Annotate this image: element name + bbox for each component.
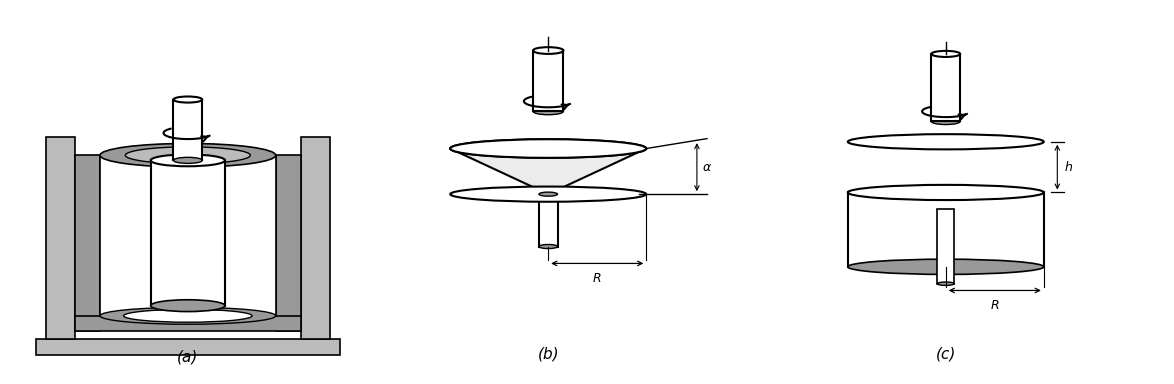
Bar — [174, 99, 202, 161]
Ellipse shape — [848, 259, 1044, 275]
Bar — [931, 54, 960, 121]
Text: $R$: $R$ — [990, 299, 999, 312]
Ellipse shape — [533, 47, 564, 54]
Bar — [301, 137, 330, 339]
Text: (c): (c) — [936, 346, 956, 361]
Ellipse shape — [451, 139, 646, 158]
Ellipse shape — [848, 185, 1044, 200]
Ellipse shape — [174, 96, 202, 103]
Text: (a): (a) — [177, 349, 198, 364]
Bar — [46, 137, 75, 339]
Ellipse shape — [123, 310, 252, 322]
Ellipse shape — [150, 154, 225, 166]
Ellipse shape — [451, 187, 646, 202]
Bar — [539, 194, 558, 247]
Ellipse shape — [100, 144, 276, 167]
Bar — [75, 155, 100, 331]
Ellipse shape — [150, 300, 225, 311]
Bar — [75, 316, 301, 331]
Bar — [848, 192, 1044, 267]
Bar — [35, 339, 340, 355]
Bar — [150, 161, 225, 306]
Bar — [533, 51, 564, 111]
Bar — [937, 209, 954, 284]
Ellipse shape — [539, 192, 558, 196]
Bar — [100, 155, 276, 316]
Text: $R$: $R$ — [593, 272, 602, 285]
Ellipse shape — [174, 157, 202, 164]
Ellipse shape — [937, 282, 954, 285]
Ellipse shape — [533, 108, 564, 115]
Ellipse shape — [126, 147, 250, 164]
Bar — [276, 155, 301, 331]
Ellipse shape — [451, 139, 646, 158]
Ellipse shape — [539, 245, 558, 248]
Ellipse shape — [931, 51, 960, 57]
Polygon shape — [451, 149, 646, 194]
Ellipse shape — [848, 134, 1044, 149]
Text: (b): (b) — [538, 346, 559, 361]
Ellipse shape — [100, 307, 276, 324]
Ellipse shape — [931, 118, 960, 124]
Text: $h$: $h$ — [1064, 160, 1073, 174]
Text: $\alpha$: $\alpha$ — [702, 161, 713, 174]
